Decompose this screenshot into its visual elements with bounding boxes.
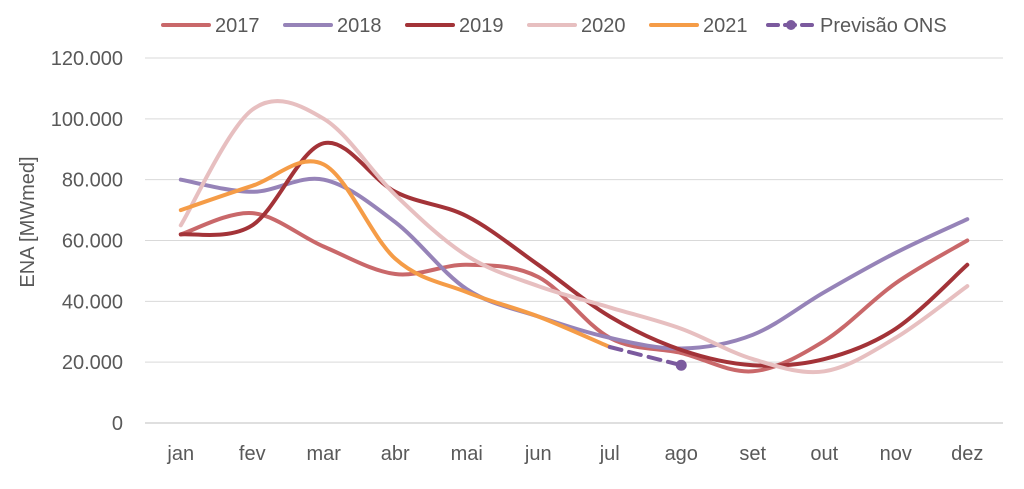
- legend-item-2018: 2018: [283, 15, 382, 37]
- x-tick-label: mai: [451, 443, 483, 465]
- y-tick-label: 40.000: [62, 291, 123, 313]
- x-tick-label: ago: [665, 443, 698, 465]
- series-line-2018: [178, 176, 970, 351]
- legend-item-2021: 2021: [649, 15, 748, 37]
- x-tick-label: abr: [381, 443, 410, 465]
- legend-label: 2021: [703, 15, 748, 37]
- x-tick-label: fev: [239, 443, 266, 465]
- legend-marker: [786, 20, 796, 30]
- y-axis-title: ENA [MWmed]: [17, 156, 39, 287]
- legend-label: 2018: [337, 15, 382, 37]
- y-tick-label: 20.000: [62, 352, 123, 374]
- y-tick-label: 0: [112, 413, 123, 435]
- y-tick-label: 100.000: [51, 109, 123, 131]
- x-tick-label: jun: [524, 443, 552, 465]
- legend-label: 2019: [459, 15, 504, 37]
- x-tick-label: dez: [951, 443, 983, 465]
- y-axis-ticks: 0 20.000 40.000 60.000 80.000 100.000 120.000: [51, 48, 123, 435]
- y-tick-label: 60.000: [62, 231, 123, 253]
- series-marker-previs-o-ons: [675, 359, 687, 371]
- x-axis-ticks: jan fev mar abr mai jun jul ago set out nov dez: [166, 443, 983, 465]
- legend-label: 2017: [215, 15, 260, 37]
- legend-label: 2020: [581, 15, 626, 37]
- x-tick-label: set: [739, 443, 766, 465]
- legend-item-2020: 2020: [527, 15, 626, 37]
- legend-item-2019: 2019: [405, 15, 504, 37]
- legend-item-2017: 2017: [161, 15, 260, 37]
- x-tick-label: mar: [307, 443, 342, 465]
- x-tick-label: nov: [880, 443, 912, 465]
- series-line-2020: [178, 99, 970, 375]
- y-tick-label: 120.000: [51, 48, 123, 70]
- series-line-2021: [178, 159, 612, 349]
- x-tick-label: out: [810, 443, 838, 465]
- legend: 2017 2018 2019 2020 2021 Previsão ONS: [161, 15, 947, 37]
- legend-item-previs-o-ons: Previsão ONS: [766, 15, 947, 37]
- y-tick-label: 80.000: [62, 170, 123, 192]
- x-tick-label: jul: [599, 443, 620, 465]
- x-tick-label: jan: [166, 443, 194, 465]
- series-line-2017: [178, 211, 970, 374]
- gridlines: [145, 57, 1003, 424]
- legend-label: Previsão ONS: [820, 15, 947, 37]
- series-lines: [178, 99, 970, 375]
- series-line-2019: [178, 140, 970, 368]
